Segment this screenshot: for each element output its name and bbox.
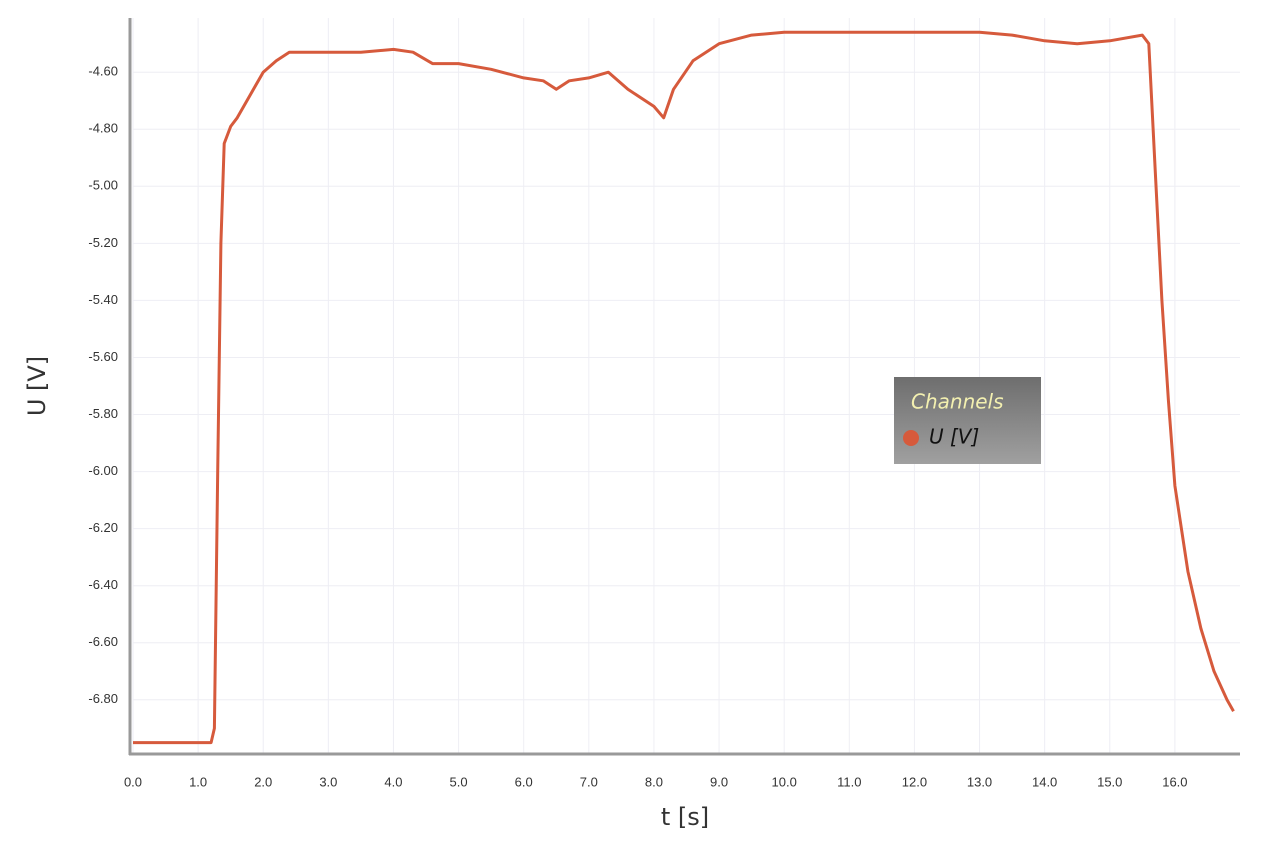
y-tick-label: -5.40 xyxy=(88,292,118,307)
legend: Channels U [V] xyxy=(894,377,1041,464)
x-tick-label: 10.0 xyxy=(772,774,797,789)
x-tick-label: 11.0 xyxy=(837,774,861,789)
x-tick-label: 16.0 xyxy=(1162,774,1187,789)
x-tick-label: 0.0 xyxy=(124,774,142,789)
y-tick-label: -6.60 xyxy=(88,634,118,649)
x-tick-label: 15.0 xyxy=(1097,774,1122,789)
y-axis-title: U [V] xyxy=(23,356,51,416)
y-tick-label: -6.00 xyxy=(88,463,118,478)
x-tick-label: 1.0 xyxy=(189,774,207,789)
y-tick-label: -6.40 xyxy=(88,577,118,592)
y-tick-label: -6.20 xyxy=(88,520,118,535)
legend-box xyxy=(894,377,1041,464)
y-tick-label: -5.60 xyxy=(88,349,118,364)
legend-marker xyxy=(903,430,919,446)
y-tick-label: -5.80 xyxy=(88,406,118,421)
x-tick-label: 4.0 xyxy=(384,774,402,789)
y-tick-label: -4.60 xyxy=(88,64,118,79)
x-tick-label: 14.0 xyxy=(1032,774,1057,789)
legend-label: U [V] xyxy=(929,425,979,449)
legend-title: Channels xyxy=(911,390,1004,414)
y-tick-label: -6.80 xyxy=(88,691,118,706)
x-tick-label: 2.0 xyxy=(254,774,272,789)
x-tick-label: 7.0 xyxy=(580,774,598,789)
x-tick-label: 6.0 xyxy=(515,774,533,789)
x-tick-label: 12.0 xyxy=(902,774,927,789)
y-tick-label: -5.20 xyxy=(88,235,118,250)
y-tick-label: -4.80 xyxy=(88,121,118,136)
y-tick-label: -5.00 xyxy=(88,178,118,193)
x-tick-label: 9.0 xyxy=(710,774,728,789)
x-tick-label: 3.0 xyxy=(319,774,337,789)
x-axis-title: t [s] xyxy=(661,803,709,831)
x-tick-label: 5.0 xyxy=(450,774,468,789)
x-tick-label: 8.0 xyxy=(645,774,663,789)
data-line xyxy=(133,30,1235,745)
x-tick-label: 13.0 xyxy=(967,774,992,789)
